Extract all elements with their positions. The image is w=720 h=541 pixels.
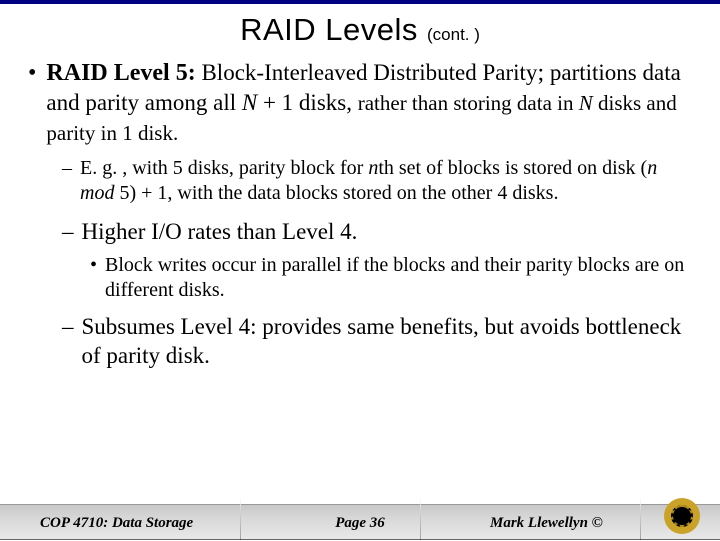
title-main: RAID Levels [240,12,427,47]
sub-sub-bullet-parallel: • Block writes occur in parallel if the … [90,253,692,303]
raid5-name: Block-Interleaved Distributed Parity [196,60,538,85]
dash-marker: – [62,156,72,206]
footer-course: COP 4710: Data Storage [40,515,193,532]
top-accent-bar [0,0,720,4]
slide-title: RAID Levels (cont. ) [0,12,720,48]
sub-text: Higher I/O rates than Level 4. [82,218,358,247]
bullet-marker: • [28,58,36,148]
slide-footer: COP 4710: Data Storage Page 36 Mark Llew… [0,496,720,540]
var-N: N [242,90,257,115]
raid5-label: RAID Level 5: [46,60,195,86]
var-N2: N [579,91,593,115]
sub-sub-text: Block writes occur in parallel if the bl… [105,253,692,303]
slide-content: • RAID Level 5: Block-Interleaved Distri… [0,58,720,370]
footer-divider [420,496,421,540]
dash-marker: – [62,313,74,371]
sub-bullet-example: – E. g. , with 5 disks, parity block for… [62,156,692,206]
title-cont: (cont. ) [427,25,480,44]
dash-marker: – [62,218,74,247]
raid5-tail-a: rather than storing data in [358,91,579,115]
var-n: n [368,157,378,179]
sub-bullet-io: – Higher I/O rates than Level 4. [62,218,692,247]
footer-divider [240,496,241,540]
footer-page: Page 36 [335,515,385,532]
footer-author: Mark Llewellyn © [490,515,603,532]
dot-marker: • [90,253,97,303]
bullet-raid5: • RAID Level 5: Block-Interleaved Distri… [28,58,692,148]
sub-text: Subsumes Level 4: provides same benefits… [82,313,693,371]
bullet-text: RAID Level 5: Block-Interleaved Distribu… [46,58,692,148]
raid5-desc-b: + 1 disks, [257,90,358,115]
sub-bullet-subsumes: – Subsumes Level 4: provides same benefi… [62,313,692,371]
sub-text: E. g. , with 5 disks, parity block for n… [80,156,692,206]
footer-divider [640,496,641,540]
ucf-logo-icon [662,496,702,536]
